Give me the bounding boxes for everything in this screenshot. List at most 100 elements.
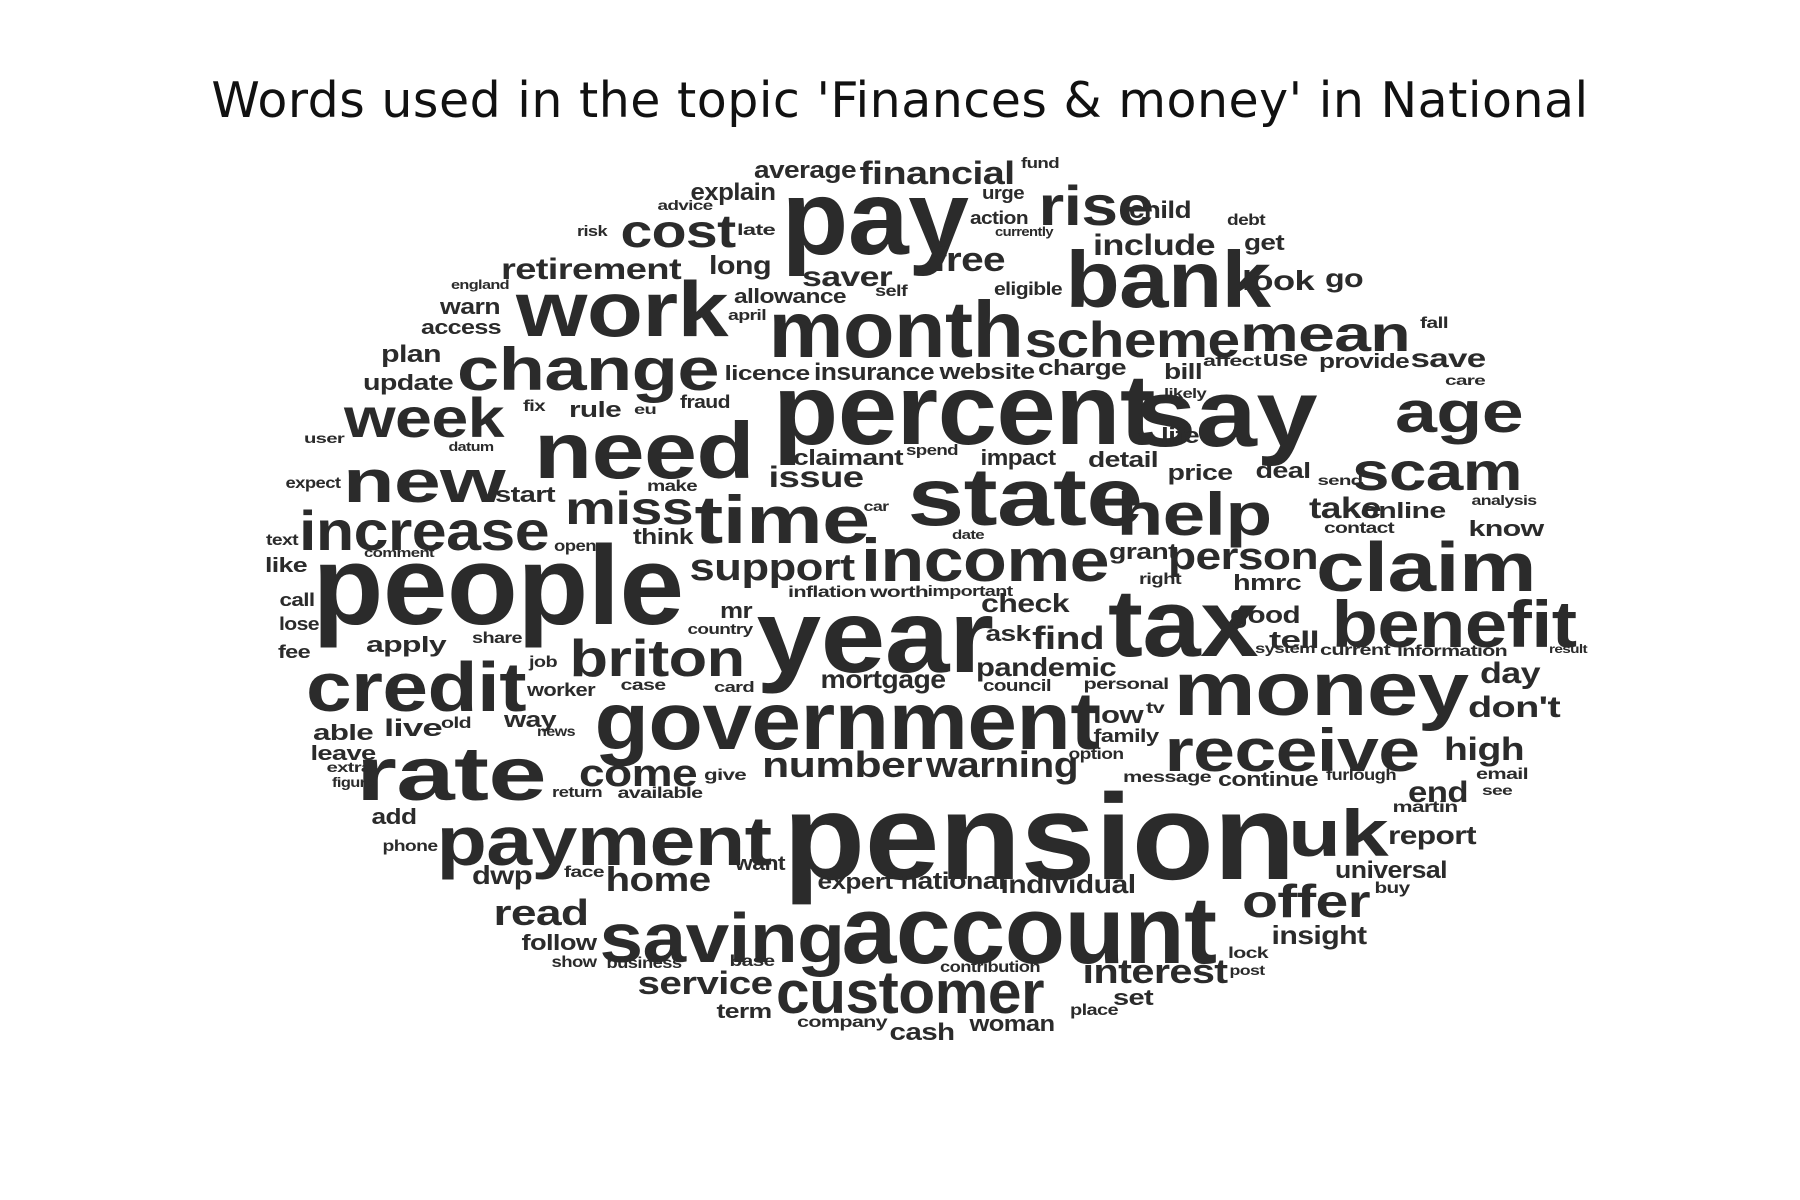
word-home: home xyxy=(606,861,711,899)
word-dont: don't xyxy=(1468,691,1561,724)
word-update: update xyxy=(363,370,453,395)
word-april: april xyxy=(728,307,766,324)
word-return: return xyxy=(552,784,602,801)
word-set: set xyxy=(1113,985,1155,1010)
word-think: think xyxy=(633,524,695,549)
word-start: start xyxy=(495,482,557,507)
word-face: face xyxy=(564,864,605,881)
word-debt: debt xyxy=(1227,212,1266,229)
word-insurance: insurance xyxy=(814,359,934,386)
word-current: current xyxy=(1320,642,1392,659)
word-phone: phone xyxy=(383,838,439,855)
word-fund: fund xyxy=(1021,155,1059,172)
word-percent: percent xyxy=(773,354,1155,466)
word-interest: interest xyxy=(1083,953,1228,991)
word-cash: cash xyxy=(890,1019,955,1046)
word-life: life xyxy=(1161,423,1199,448)
word-advice: advice xyxy=(658,197,714,213)
word-late: late xyxy=(737,222,776,239)
word-important: important xyxy=(928,583,1014,600)
word-universal: universal xyxy=(1335,857,1447,884)
word-personal: personal xyxy=(1084,676,1169,693)
word-financial: financial xyxy=(860,155,1015,191)
word-inflation: inflation xyxy=(788,584,866,601)
word-spend: spend xyxy=(906,442,958,459)
word-bill: bill xyxy=(1164,359,1202,384)
word-price: price xyxy=(1168,460,1233,485)
word-income: income xyxy=(861,527,1109,594)
word-add: add xyxy=(372,804,417,829)
word-self: self xyxy=(875,283,908,300)
word-make: make xyxy=(647,478,698,495)
word-people: people xyxy=(313,523,684,648)
word-week: week xyxy=(343,386,506,449)
word-follow: follow xyxy=(522,930,599,955)
word-open: open xyxy=(554,538,596,555)
word-state: state xyxy=(908,452,1143,543)
word-rise: rise xyxy=(1039,174,1154,237)
word-low: low xyxy=(1093,702,1144,729)
word-company: company xyxy=(797,1014,888,1031)
word-end: end xyxy=(1408,776,1468,809)
word-card: card xyxy=(714,679,754,696)
word-good: good xyxy=(1230,602,1300,629)
word-action: action xyxy=(970,208,1028,228)
word-lock: lock xyxy=(1228,945,1269,962)
word-deal: deal xyxy=(1256,458,1311,483)
word-eu: eu xyxy=(634,401,656,417)
word-mean: mean xyxy=(1240,306,1410,362)
word-warn: warn xyxy=(439,294,500,319)
word-figure: figure xyxy=(332,774,375,790)
word-offer: offer xyxy=(1242,875,1371,927)
word-fee: fee xyxy=(278,642,311,662)
word-claim: claim xyxy=(1316,528,1536,606)
word-need: need xyxy=(534,406,754,495)
word-contact: contact xyxy=(1324,520,1396,537)
word-tax: tax xyxy=(1108,570,1258,677)
word-government: government xyxy=(595,676,1100,767)
word-time: time xyxy=(695,482,870,558)
word-retirement: retirement xyxy=(501,253,682,286)
word-share: share xyxy=(472,630,523,647)
word-website: website xyxy=(938,359,1035,384)
word-country: country xyxy=(688,621,754,638)
word-money: money xyxy=(1174,647,1469,732)
word-insight: insight xyxy=(1272,920,1368,950)
word-include: include xyxy=(1093,229,1215,262)
word-take: take xyxy=(1309,492,1381,525)
word-england: england xyxy=(451,277,510,292)
word-save: save xyxy=(1411,343,1486,373)
word-miss: miss xyxy=(565,482,693,534)
word-extra: extra xyxy=(327,759,373,775)
word-apply: apply xyxy=(366,632,448,657)
word-child: child xyxy=(1129,197,1191,224)
word-plan: plan xyxy=(381,341,441,368)
word-find: find xyxy=(1032,620,1104,656)
word-licence: licence xyxy=(725,363,810,385)
word-get: get xyxy=(1244,230,1285,255)
word-ask: ask xyxy=(986,621,1033,646)
word-claimant: claimant xyxy=(793,445,905,470)
word-car: car xyxy=(864,498,890,514)
word-individual: individual xyxy=(1001,869,1136,899)
word-care: care xyxy=(1445,372,1486,388)
word-payment: payment xyxy=(437,802,772,880)
word-online: online xyxy=(1361,498,1446,523)
word-bank: bank xyxy=(1066,235,1272,324)
word-free: free xyxy=(933,241,1005,279)
word-rule: rule xyxy=(569,397,621,422)
word-news: news xyxy=(537,723,576,739)
word-access: access xyxy=(421,317,501,339)
word-help: help xyxy=(1117,481,1272,548)
word-increase: increase xyxy=(299,499,549,562)
word-long: long xyxy=(709,250,771,280)
word-able: able xyxy=(313,720,373,745)
word-saver: saver xyxy=(802,261,893,292)
word-furlough: furlough xyxy=(1326,767,1396,784)
word-text: text xyxy=(266,532,299,549)
word-want: want xyxy=(734,853,786,875)
word-leave: leave xyxy=(311,743,376,765)
word-warning: warning xyxy=(925,744,1078,785)
word-family: family xyxy=(1094,726,1160,746)
word-eligible: eligible xyxy=(994,279,1063,299)
